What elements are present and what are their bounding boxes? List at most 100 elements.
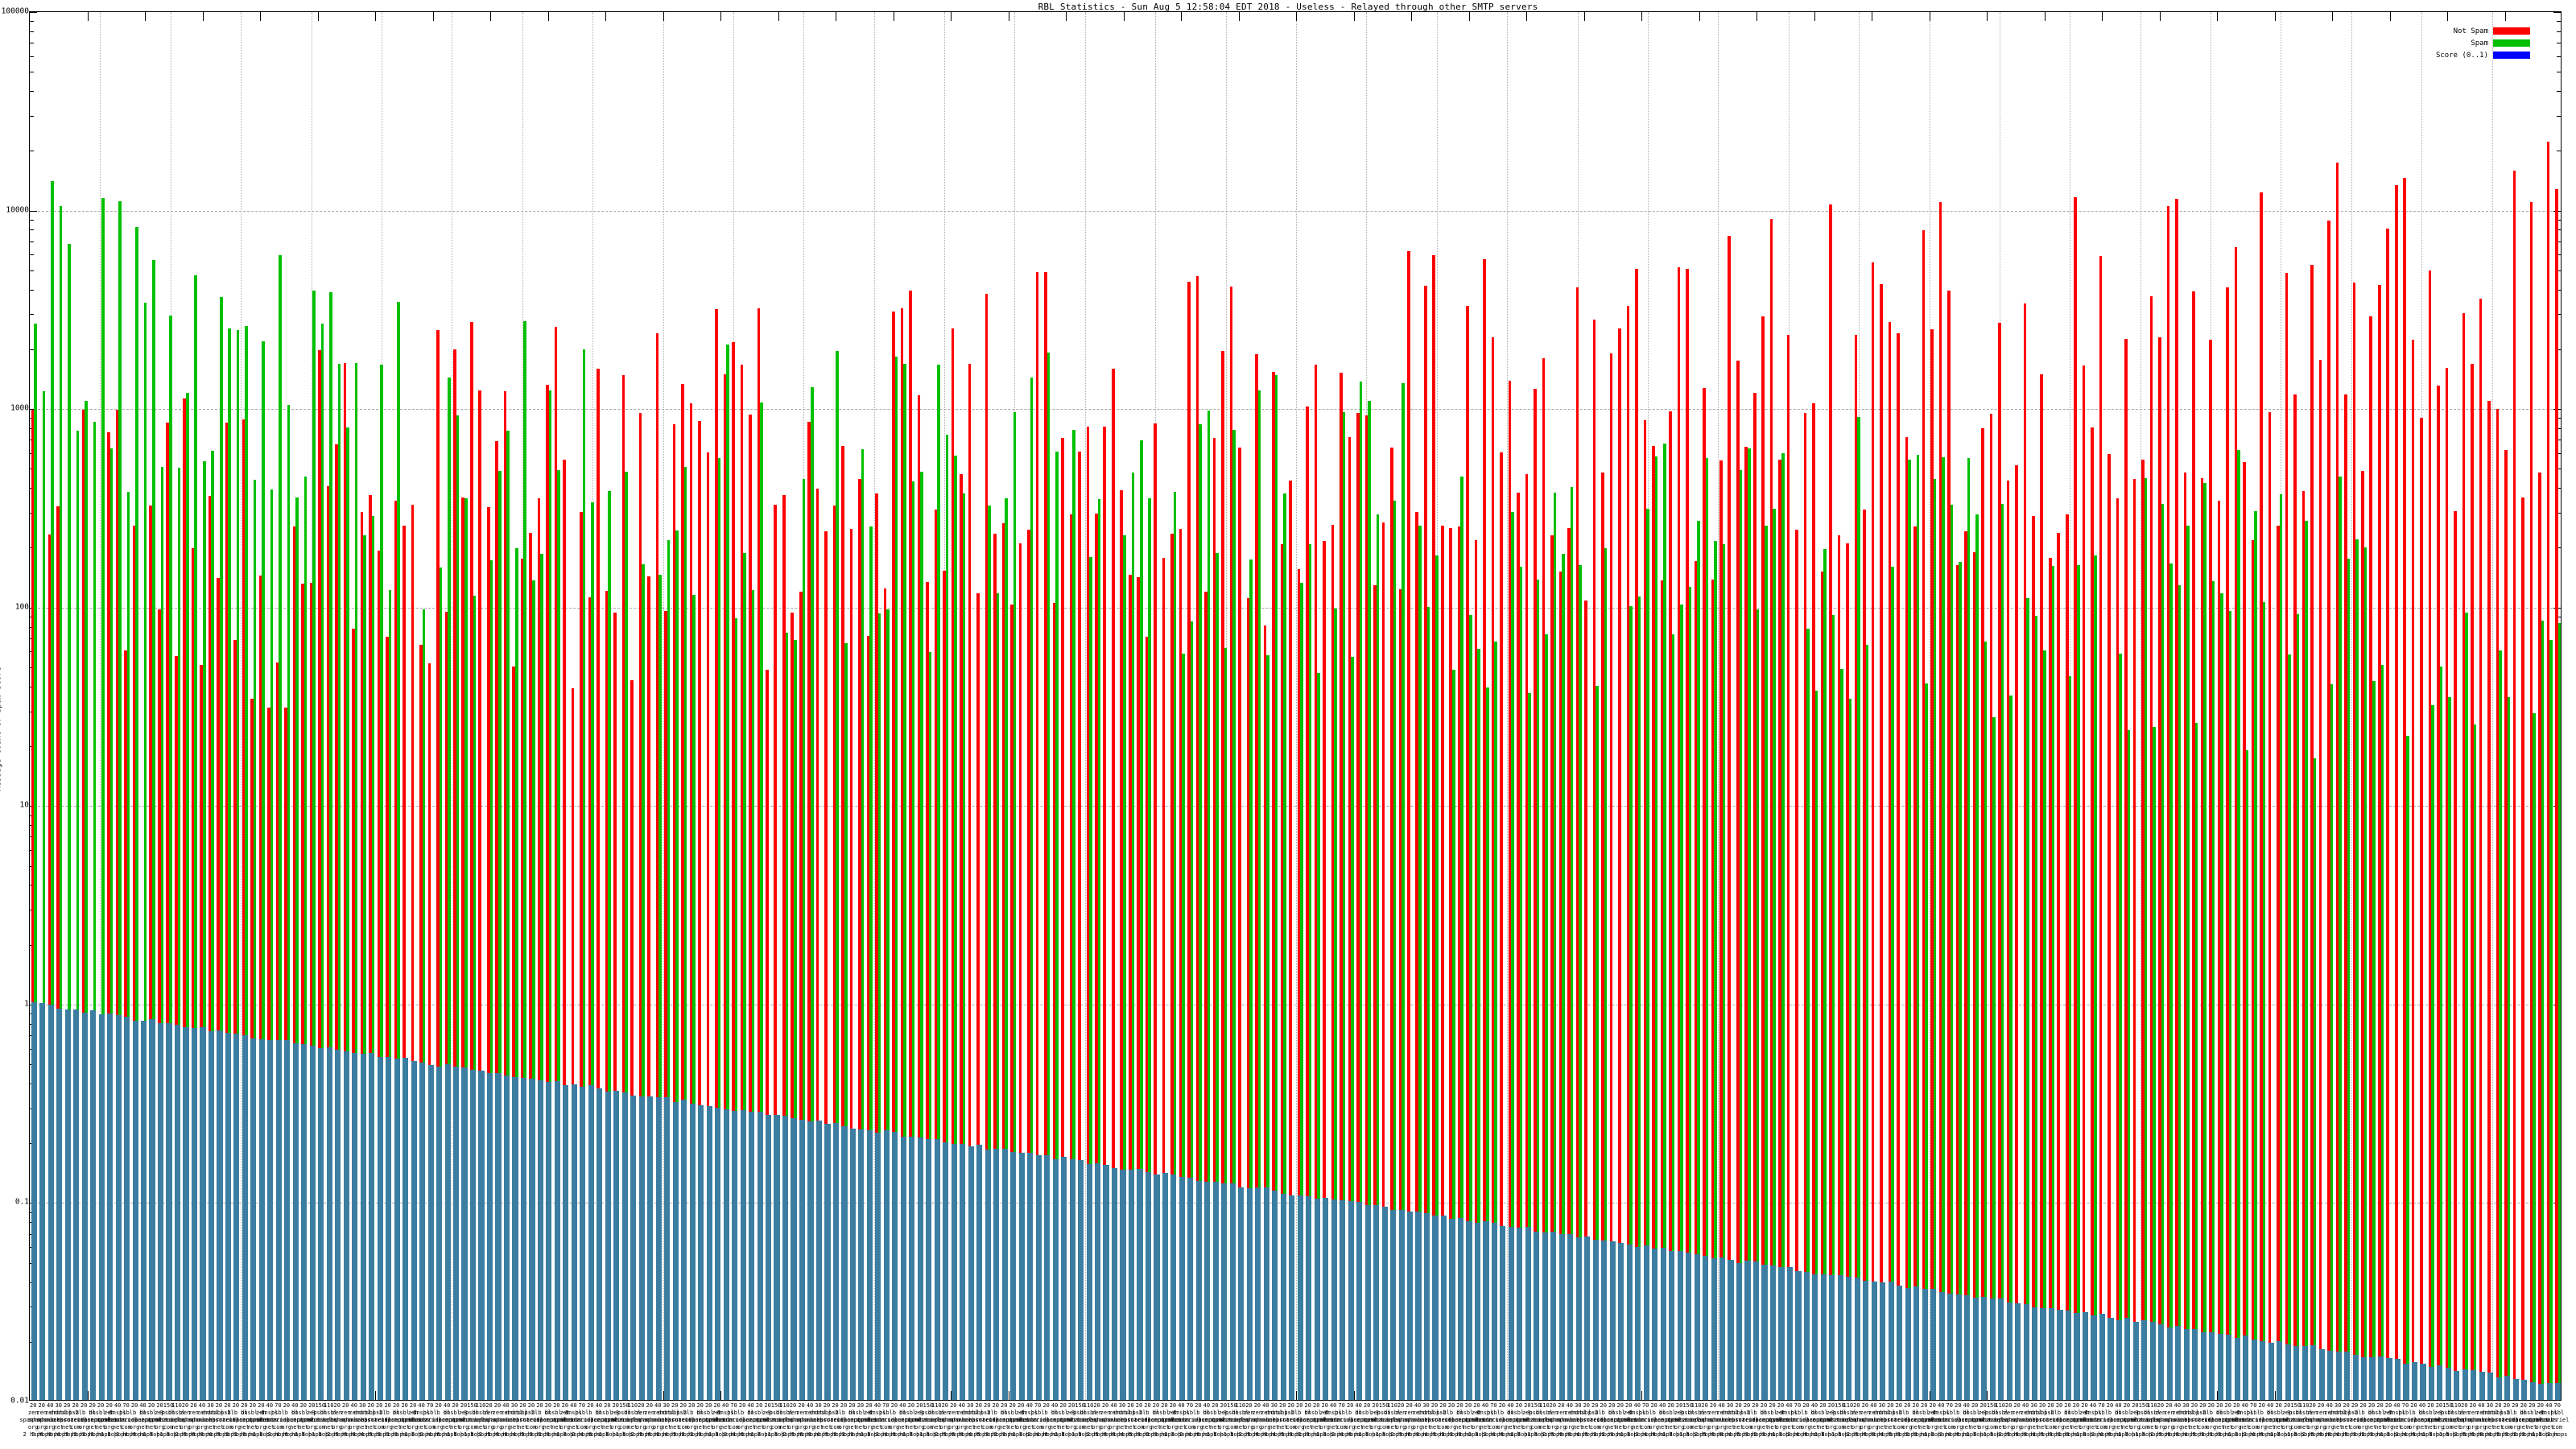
- x-tick-count: 110: [1995, 1402, 2005, 1409]
- x-tick-host-part: com: [830, 1424, 840, 1430]
- x-tick-count: 40: [958, 1402, 965, 1409]
- x-tick-label: 20 b barracudacentral org 3 hops: [1728, 1402, 1784, 1439]
- x-tick-count: 110: [1539, 1402, 1550, 1409]
- bar-spam: [531, 580, 535, 1400]
- bar-group: [241, 12, 249, 1400]
- x-tick-hops: 1 hop: [1983, 1431, 2000, 1438]
- x-tick-host-part: dnsbl: [1232, 1410, 1249, 1416]
- x-tick-host-part: surriel: [2393, 1417, 2417, 1423]
- x-tick-count: 20: [1296, 1402, 1303, 1409]
- axis-tick: [2217, 1391, 2218, 1400]
- x-tick-host-part: dnsbl-3: [1963, 1410, 1987, 1416]
- x-tick-host-part: org: [44, 1424, 56, 1430]
- x-tick-host-part: net: [669, 1424, 680, 1430]
- x-tick-host-part: org: [2012, 1424, 2022, 1430]
- bar-score: [56, 1008, 63, 1400]
- x-tick-label: 150 psbl surriel com 1 hop: [1660, 1402, 1716, 1439]
- x-tick-count: 40: [806, 1402, 814, 1409]
- bar-group: [1727, 12, 1735, 1400]
- x-tick-host-part: net: [2240, 1424, 2251, 1430]
- x-tick-host-part: zen: [2324, 1410, 2334, 1416]
- bar-group: [1372, 12, 1380, 1400]
- x-tick-host-part: com: [2442, 1424, 2453, 1430]
- bar-spam: [1663, 444, 1666, 1400]
- x-tick-hops: 2 hops: [1753, 1431, 1774, 1438]
- axis-tick: [1066, 12, 1067, 21]
- x-tick-hops: 4 hops: [1035, 1431, 1057, 1438]
- x-tick-host-part: bl: [696, 1410, 704, 1416]
- bar-not-spam: [757, 308, 761, 1400]
- x-tick-label: 40 bl spamcop net 6 hops: [2090, 1402, 2146, 1439]
- x-tick-count: 20: [1600, 1402, 1607, 1409]
- x-tick-host-part: dnsbl-3: [1658, 1410, 1683, 1416]
- x-tick-count: 70: [122, 1402, 130, 1409]
- x-tick-count: 20: [679, 1402, 687, 1409]
- bar-spam: [836, 350, 840, 1400]
- x-tick-host-part: net: [1049, 1424, 1060, 1430]
- x-tick-host-part: spamhaus: [931, 1417, 959, 1423]
- x-tick-host-part: zen: [1852, 1410, 1862, 1416]
- x-tick-hops: 3 hops: [394, 1431, 415, 1438]
- x-tick-count: 20: [105, 1402, 113, 1409]
- x-tick-host-part: com: [2138, 1424, 2149, 1430]
- bar-group: [1170, 12, 1178, 1400]
- bar-not-spam: [732, 342, 735, 1400]
- bar-not-spam: [655, 332, 659, 1400]
- x-tick-label: 20 zen spamhaus org 2 hops: [2132, 1402, 2189, 1439]
- x-tick-host-part: net: [390, 1424, 402, 1430]
- x-tick-host-part: spamcop: [283, 1417, 308, 1423]
- x-tick-host-part: bl: [1810, 1410, 1818, 1416]
- bar-group: [1018, 12, 1026, 1400]
- bar-group: [1321, 12, 1329, 1400]
- bar-spam: [236, 330, 240, 1400]
- bar-not-spam: [1812, 403, 1815, 1400]
- x-tick-host-part: psbl: [2550, 1410, 2565, 1416]
- bar-score: [968, 1146, 974, 1400]
- x-tick-host-part: b: [2209, 1410, 2213, 1416]
- x-tick-host-part: zen: [155, 1410, 165, 1416]
- bar-score: [183, 1026, 189, 1400]
- x-tick-host-part: dnsbl-2: [510, 1410, 535, 1416]
- x-tick-host-part: psbl: [878, 1410, 893, 1416]
- bar-not-spam: [1272, 372, 1275, 1400]
- x-tick-hops: 6 hops: [2015, 1431, 2036, 1438]
- bar-group: [308, 12, 316, 1400]
- axis-tick-minor: [30, 314, 34, 316]
- x-tick-hops: 3 hops: [378, 1431, 398, 1438]
- x-tick-count: 20: [2435, 1402, 2443, 1409]
- bar-not-spam: [866, 635, 870, 1400]
- x-tick-label: 30 dnsbl sorbs net 8 hops: [1854, 1402, 1910, 1439]
- x-tick-hops: 1 hop: [1527, 1431, 1545, 1438]
- x-tick-host-part: surriel: [1633, 1417, 1657, 1423]
- x-tick-hops: 3 hops: [470, 1431, 491, 1438]
- axis-tick-minor: [30, 349, 34, 350]
- x-tick-count: 20: [1819, 1402, 1827, 1409]
- bar-group: [1001, 12, 1009, 1400]
- bar-score: [369, 1052, 375, 1400]
- bar-group: [2022, 12, 2030, 1400]
- x-tick-host-part: com: [2501, 1424, 2512, 1430]
- x-tick-hops: 6 hops: [647, 1431, 668, 1438]
- x-tick-hops: 2 hops: [935, 1431, 956, 1438]
- bar-not-spam: [2411, 339, 2415, 1400]
- x-tick-hops: 1 hop: [1223, 1431, 1241, 1438]
- bar-spam: [1046, 353, 1051, 1400]
- bar-group: [485, 12, 493, 1400]
- bar-score: [1086, 1164, 1092, 1400]
- bar-not-spam: [242, 419, 246, 1400]
- x-tick-label: 30 dnsbl sorbs net 8 hops: [2157, 1402, 2214, 1439]
- bar-group: [207, 12, 215, 1400]
- x-tick-host-part: org: [1100, 1424, 1111, 1430]
- bar-not-spam: [1238, 448, 1241, 1400]
- x-tick-host-part: surriel: [266, 1417, 291, 1423]
- x-tick-host-part: net: [2417, 1424, 2428, 1430]
- x-tick-host-part: zen: [1564, 1410, 1575, 1416]
- bar-spam: [1865, 644, 1869, 1400]
- x-tick-host-part: net: [1421, 1424, 1431, 1430]
- bar-score: [1769, 1265, 1777, 1400]
- bar-group: [1262, 12, 1270, 1400]
- x-tick-count: 20: [435, 1402, 442, 1409]
- bar-group: [671, 12, 679, 1400]
- bar-not-spam: [2091, 427, 2094, 1400]
- x-tick-host-part: sorbs: [961, 1417, 979, 1423]
